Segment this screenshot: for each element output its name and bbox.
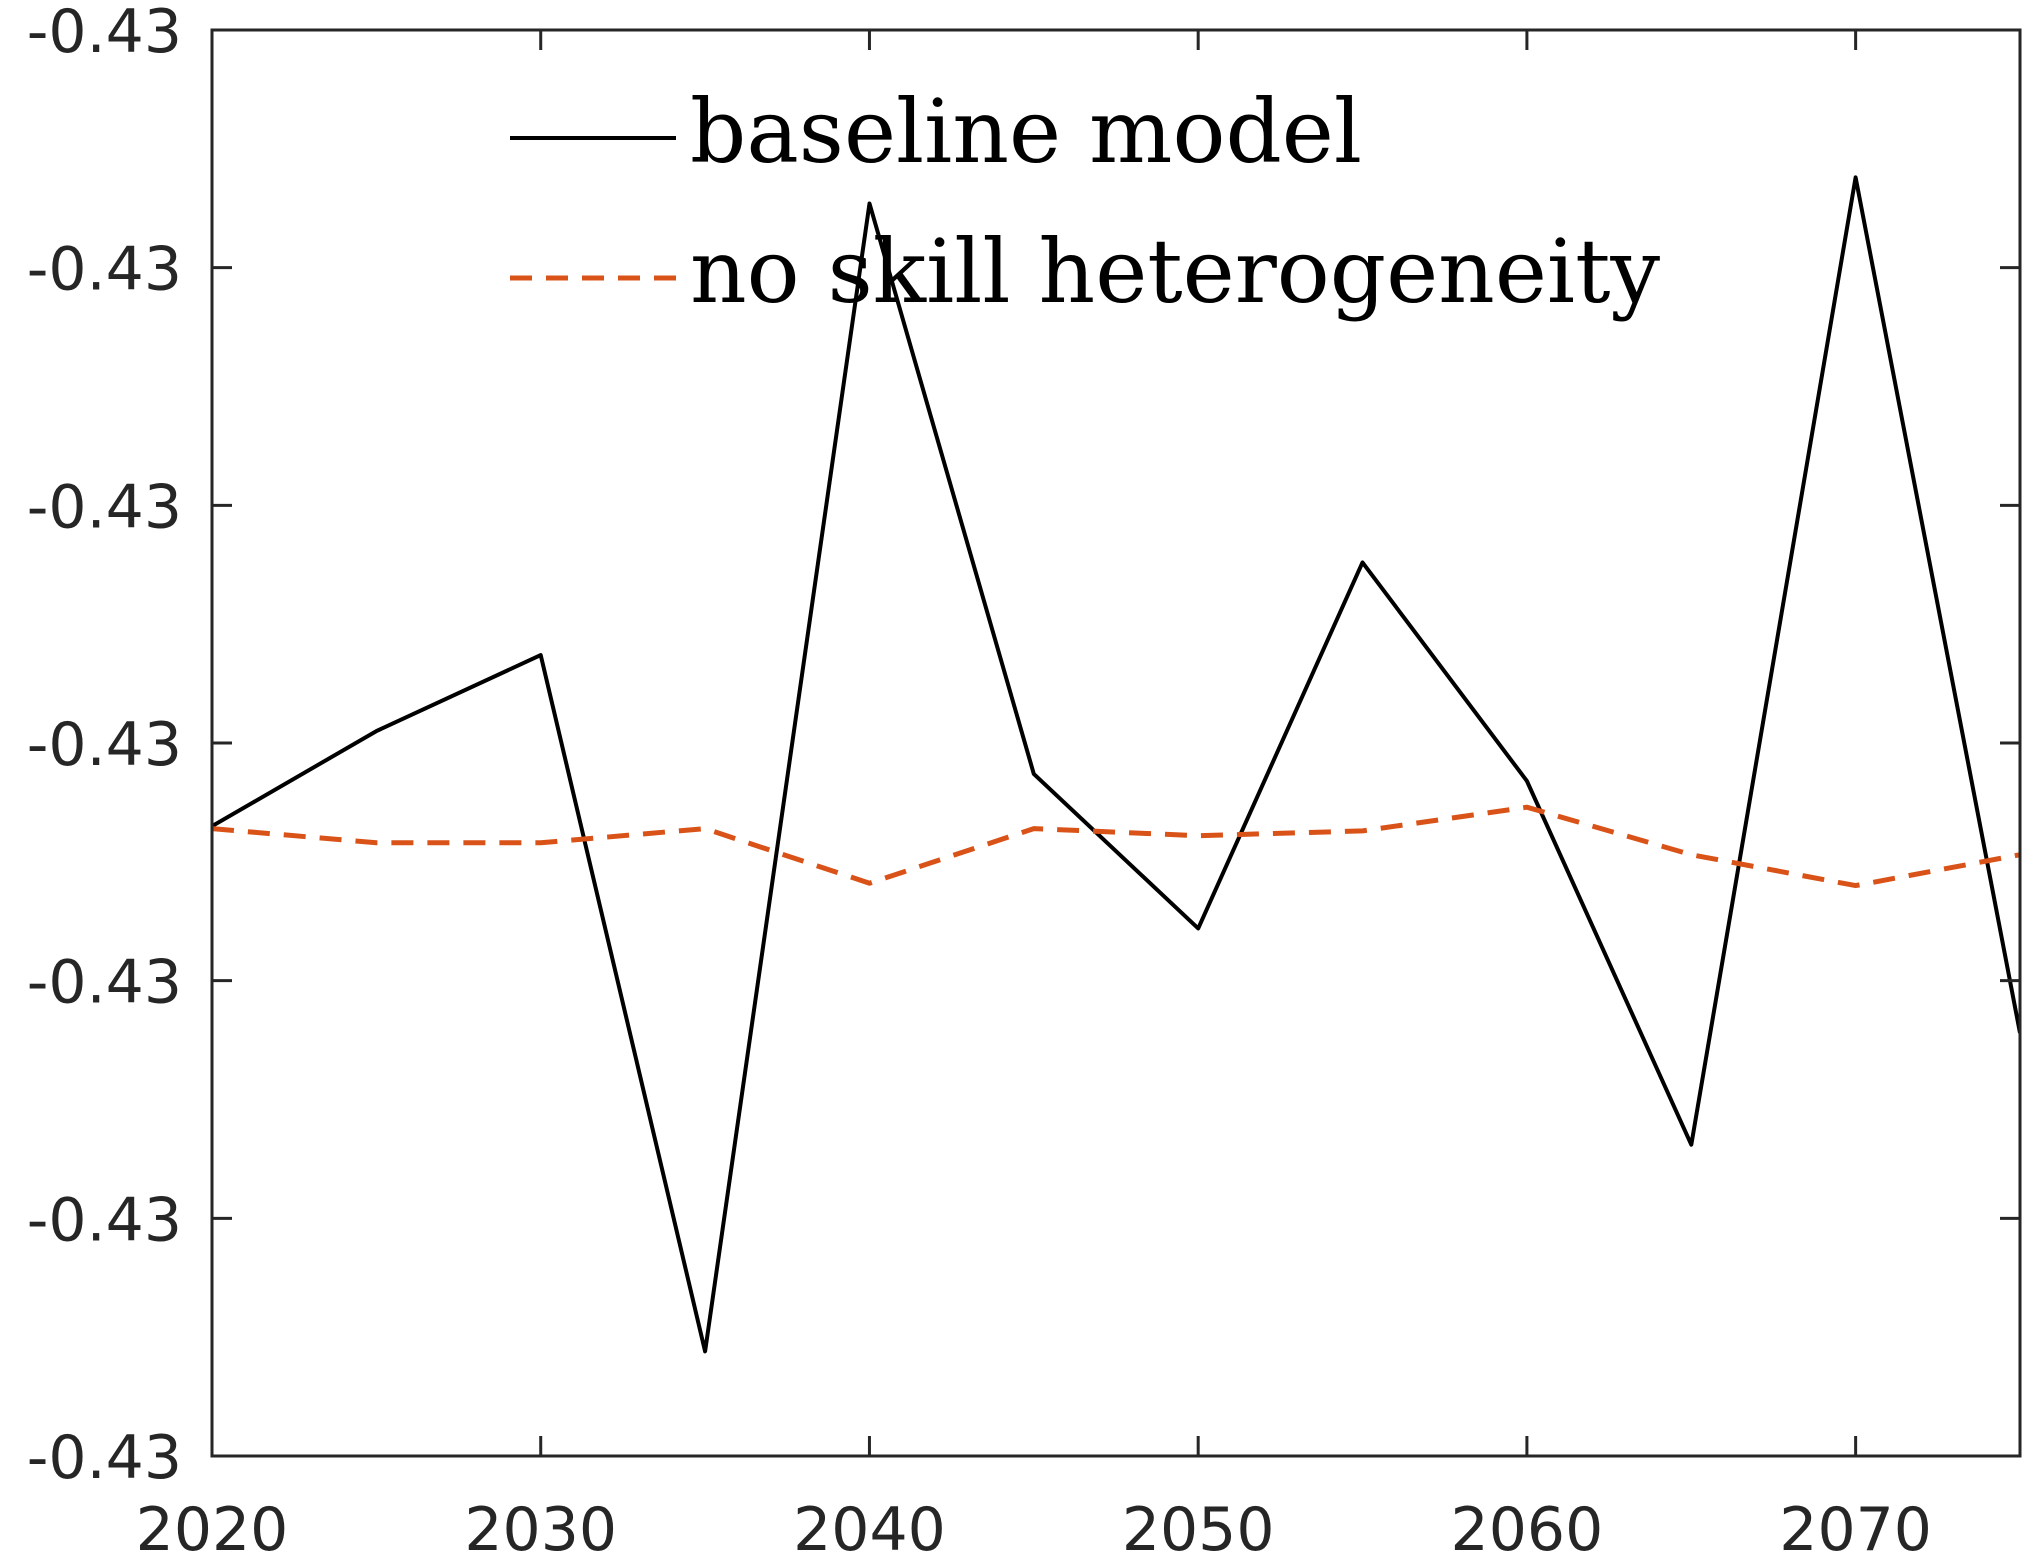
x-tick-label: 2070 <box>1779 1495 1932 1554</box>
legend-label: baseline model <box>690 80 1362 183</box>
x-tick-label: 2060 <box>1451 1495 1604 1554</box>
y-tick-label: -0.43 <box>27 948 182 1018</box>
series-line-baseline-model <box>212 175 2020 1354</box>
y-tick-label: -0.43 <box>27 235 182 305</box>
y-tick-label: -0.43 <box>27 0 182 67</box>
x-tick-label: 2050 <box>1122 1495 1275 1554</box>
series-lines <box>212 175 2020 1354</box>
y-tick-label: -0.43 <box>27 1423 182 1493</box>
x-tick-label: 2040 <box>793 1495 946 1554</box>
y-tick-label: -0.43 <box>27 1185 182 1255</box>
series-line-no-skill-heterogeneity <box>212 804 2020 889</box>
y-tick-label: -0.43 <box>27 710 182 780</box>
legend: baseline model no skill heterogeneity <box>510 80 1660 323</box>
x-tick-label: 2030 <box>464 1495 617 1554</box>
axis-ticks: 2020 2030 2040 2050 2060 2070 -0.43 -0.43 -0.43 -… <box>27 0 2020 1554</box>
y-tick-label: -0.43 <box>27 472 182 542</box>
legend-label: no skill heterogeneity <box>690 220 1660 323</box>
x-tick-label: 2020 <box>136 1495 289 1554</box>
